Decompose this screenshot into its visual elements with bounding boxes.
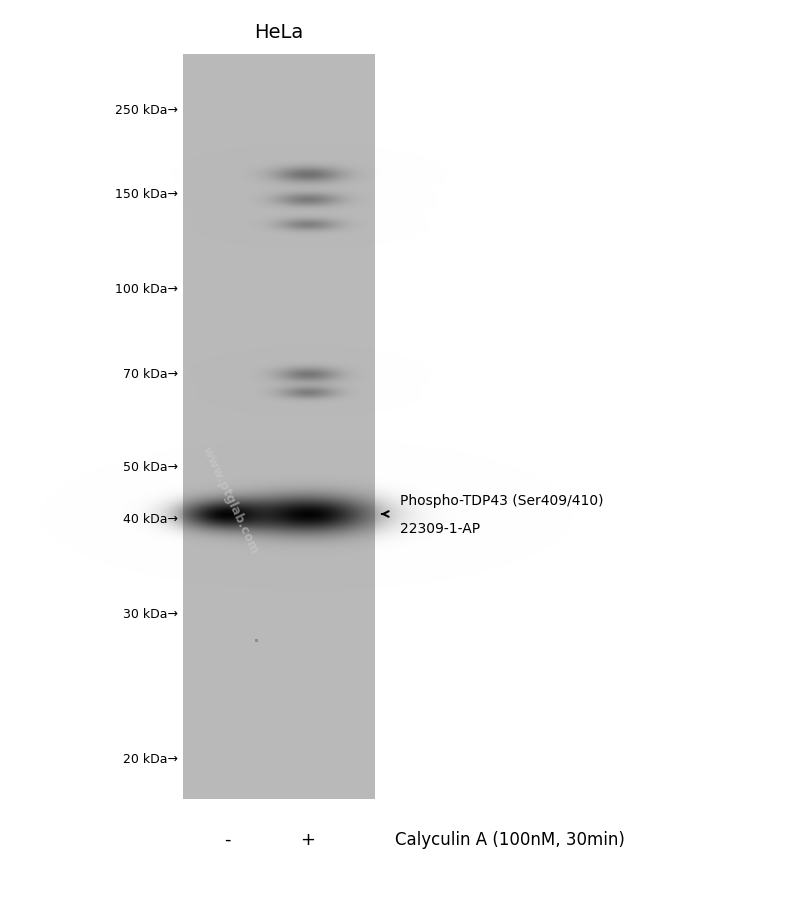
Text: Phospho-TDP43 (Ser409/410): Phospho-TDP43 (Ser409/410) bbox=[400, 493, 603, 508]
Text: 40 kDa→: 40 kDa→ bbox=[123, 513, 178, 526]
Text: HeLa: HeLa bbox=[254, 23, 304, 42]
Text: 100 kDa→: 100 kDa→ bbox=[115, 283, 178, 296]
Text: +: + bbox=[301, 830, 315, 848]
Text: 150 kDa→: 150 kDa→ bbox=[115, 189, 178, 201]
Text: Calyculin A (100nM, 30min): Calyculin A (100nM, 30min) bbox=[395, 830, 625, 848]
Text: www.ptglab.com: www.ptglab.com bbox=[199, 444, 261, 556]
Text: 22309-1-AP: 22309-1-AP bbox=[400, 521, 480, 536]
Text: 20 kDa→: 20 kDa→ bbox=[123, 752, 178, 766]
Text: 70 kDa→: 70 kDa→ bbox=[123, 368, 178, 381]
Text: -: - bbox=[224, 830, 230, 848]
Text: 50 kDa→: 50 kDa→ bbox=[123, 461, 178, 474]
Text: 30 kDa→: 30 kDa→ bbox=[123, 608, 178, 621]
Text: 250 kDa→: 250 kDa→ bbox=[115, 104, 178, 116]
